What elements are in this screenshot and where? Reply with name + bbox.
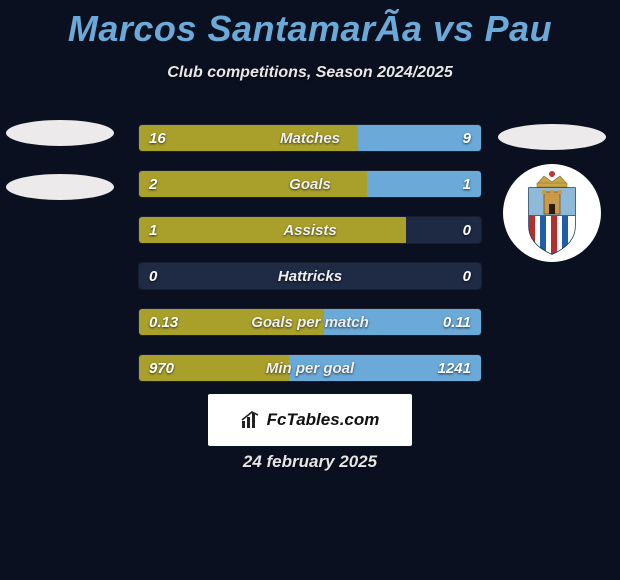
stat-row-goals: 2Goals1	[138, 170, 482, 198]
stat-value-right: 0	[463, 217, 471, 244]
stat-row-goals-per-match: 0.13Goals per match0.11	[138, 308, 482, 336]
stat-row-min-per-goal: 970Min per goal1241	[138, 354, 482, 382]
date-label: 24 february 2025	[0, 452, 620, 472]
crown-icon	[537, 171, 567, 187]
stat-label: Assists	[139, 217, 481, 244]
ponferradina-crest-icon	[517, 170, 587, 256]
stat-label: Goals	[139, 171, 481, 198]
fctables-logo: FcTables.com	[208, 394, 412, 446]
stat-label: Matches	[139, 125, 481, 152]
stat-label: Min per goal	[139, 355, 481, 382]
stat-value-right: 1	[463, 171, 471, 198]
stat-row-assists: 1Assists0	[138, 216, 482, 244]
tower-icon	[542, 190, 562, 214]
club-right-ellipse-1	[498, 124, 606, 150]
club-left-ellipse-1	[6, 120, 114, 146]
stat-bars: 16Matches92Goals11Assists00Hattricks00.1…	[138, 124, 482, 400]
club-left-badge-area	[6, 120, 126, 228]
stat-label: Hattricks	[139, 263, 481, 290]
club-right-badge-area	[492, 124, 612, 262]
stat-value-right: 0.11	[443, 309, 471, 336]
stat-label: Goals per match	[139, 309, 481, 336]
club-left-ellipse-2	[6, 174, 114, 200]
stat-value-right: 1241	[438, 355, 471, 382]
fctables-brand-text: FcTables.com	[267, 410, 380, 430]
page-title: Marcos SantamarÃ­a vs Pau	[0, 0, 620, 50]
chart-icon	[241, 411, 261, 429]
stat-value-right: 0	[463, 263, 471, 290]
stat-value-right: 9	[463, 125, 471, 152]
stat-row-matches: 16Matches9	[138, 124, 482, 152]
club-right-crest-circle	[503, 164, 601, 262]
stat-row-hattricks: 0Hattricks0	[138, 262, 482, 290]
subtitle: Club competitions, Season 2024/2025	[0, 64, 620, 82]
